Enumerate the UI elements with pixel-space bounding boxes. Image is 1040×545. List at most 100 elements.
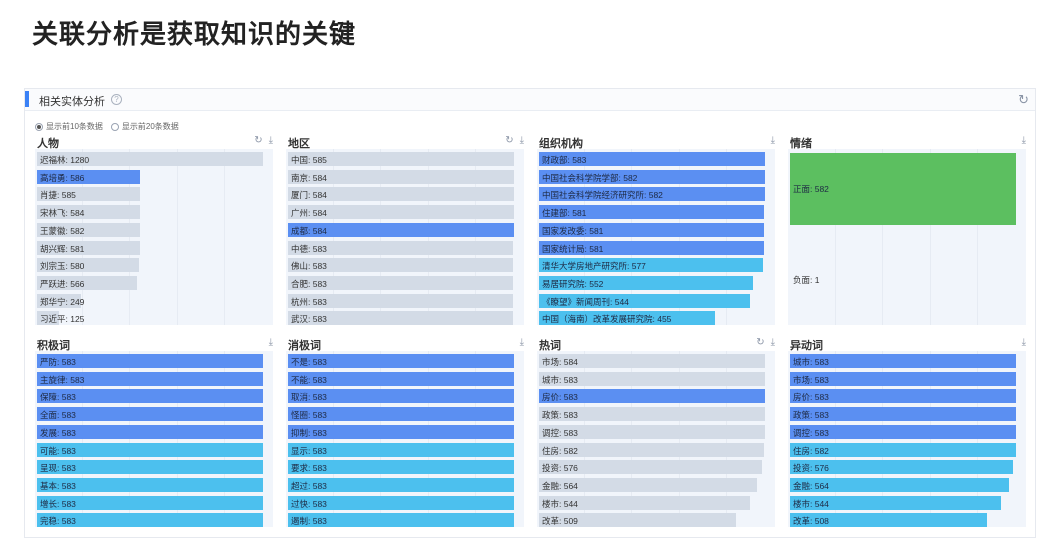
bar-row[interactable]: 中国社会科学院学部: 582 [539,169,765,184]
bar-row[interactable]: 王蒙徽: 582 [37,222,263,237]
bar-row[interactable]: 城市: 583 [790,354,1016,368]
bar-row[interactable]: 金融: 564 [790,477,1016,492]
bar-row[interactable]: 房价: 583 [539,389,765,404]
bar-row[interactable]: 严防: 583 [37,354,263,368]
bar-row[interactable]: 迟福林: 1280 [37,152,263,166]
bar-row[interactable]: 负面: 1 [790,273,1016,287]
download-icon[interactable]: ⤓ [770,337,775,348]
bar-row[interactable]: 不是: 583 [288,354,514,368]
bar-row[interactable]: 完稳: 583 [37,513,263,528]
bar-row[interactable]: 住房: 582 [790,442,1016,457]
bar-row[interactable]: 基本: 583 [37,477,263,492]
download-icon[interactable]: ⤓ [268,135,273,146]
bar-row[interactable]: 超过: 583 [288,477,514,492]
bar-row[interactable]: 过快: 583 [288,495,514,510]
bar-row[interactable]: 中国社会科学院经济研究所: 582 [539,187,765,202]
bar-row[interactable]: 习近平: 125 [37,311,263,326]
bar-row[interactable]: 市场: 584 [539,354,765,368]
bar-row[interactable]: 抑制: 583 [288,424,514,439]
bar-row[interactable]: 主旋律: 583 [37,371,263,386]
bar-row[interactable]: 投资: 576 [790,460,1016,475]
bar-row[interactable]: 改革: 508 [790,513,1016,528]
bar-row[interactable]: 清华大学房地产研究所: 577 [539,258,765,273]
bar-row[interactable]: 杭州: 583 [288,293,514,308]
bar-row[interactable]: 要求: 583 [288,460,514,475]
bar-row[interactable]: 财政部: 583 [539,152,765,166]
download-icon[interactable]: ⤓ [1021,337,1026,348]
bar-row[interactable]: 不能: 583 [288,371,514,386]
bar-row[interactable]: 合肥: 583 [288,275,514,290]
bar-row[interactable]: 城市: 583 [539,371,765,386]
gridline [428,149,429,325]
bar-row[interactable]: 金融: 564 [539,477,765,492]
bar-row[interactable]: 投资: 576 [539,460,765,475]
bar-row[interactable]: 显示: 583 [288,442,514,457]
bar-row[interactable]: 严跃进: 566 [37,275,263,290]
bar-row[interactable]: 取消: 583 [288,389,514,404]
bar-row[interactable]: 怪圈: 583 [288,407,514,422]
bar-fill [37,187,140,202]
download-icon[interactable]: ⤓ [770,135,775,146]
bar-fill [37,442,263,457]
download-icon[interactable]: ⤓ [519,135,524,146]
bar-row[interactable]: 国家发改委: 581 [539,222,765,237]
bar-row[interactable]: 全面: 583 [37,407,263,422]
bar-row[interactable]: 遏制: 583 [288,513,514,528]
bar-row[interactable]: 武汉: 583 [288,311,514,326]
bar-row[interactable]: 郑华宁: 249 [37,293,263,308]
question-icon[interactable]: ? [111,94,122,105]
bar-row[interactable]: 胡兴辉: 581 [37,240,263,255]
bar-row[interactable]: 房价: 583 [790,389,1016,404]
bar-row[interactable]: 政策: 583 [539,407,765,422]
bar-label: 中国社会科学院学部: 582 [542,172,638,183]
bar-row[interactable]: 可能: 583 [37,442,263,457]
bar-row[interactable]: 住建部: 581 [539,205,765,220]
bar-row[interactable]: 高培勇: 586 [37,169,263,184]
bar-row[interactable]: 中国: 585 [288,152,514,166]
radio-dot[interactable] [35,122,43,131]
bar-row[interactable]: 刘宗玉: 580 [37,258,263,273]
bar-row[interactable]: 正面: 582 [790,153,1016,225]
radio-top10[interactable]: 显示前10条数据 [35,121,103,132]
download-icon[interactable]: ⤓ [1021,135,1026,146]
bar-row[interactable]: 国家统计局: 581 [539,240,765,255]
download-icon[interactable]: ⤓ [268,337,273,348]
radio-dot[interactable] [110,122,119,131]
bar-row[interactable]: 南京: 584 [288,169,514,184]
bar-row[interactable]: 厦门: 584 [288,187,514,202]
bar-row[interactable]: 易居研究院: 552 [539,275,765,290]
bar-row[interactable]: 成都: 584 [288,222,514,237]
bar-row[interactable]: 肖捷: 585 [37,187,263,202]
radio-top20[interactable]: 显示前20条数据 [110,121,179,132]
bar-row[interactable]: 市场: 583 [790,371,1016,386]
bar-row[interactable]: 发展: 583 [37,424,263,439]
bar-fill [790,153,1016,225]
bar-row[interactable]: 住房: 582 [539,442,765,457]
refresh-icon[interactable]: ↻ [254,135,263,146]
bar-row[interactable]: 佛山: 583 [288,258,514,273]
refresh-icon[interactable]: ↻ [756,337,765,348]
refresh-icon[interactable]: ↻ [1018,92,1029,107]
bar-label: 政策: 583 [793,410,829,421]
refresh-icon[interactable]: ↻ [505,135,514,146]
bar-row[interactable]: 保障: 583 [37,389,263,404]
bar-row[interactable]: 呈现: 583 [37,460,263,475]
bar-row[interactable]: 改革: 509 [539,513,765,528]
bar-fill [539,187,765,202]
bar-fill [539,258,763,273]
card-toolbar: ⤓ [520,337,524,348]
bar-row[interactable]: 中国（海南）改革发展研究院: 455 [539,311,765,326]
gridline [475,351,476,527]
bar-row[interactable]: 调控: 583 [790,424,1016,439]
bar-row[interactable]: 《瞭望》新闻周刊: 544 [539,293,765,308]
download-icon[interactable]: ⤓ [519,337,524,348]
bar-row[interactable]: 政策: 583 [790,407,1016,422]
bar-row[interactable]: 调控: 583 [539,424,765,439]
bar-row[interactable]: 宋林飞: 584 [37,205,263,220]
entity-card: 人物 ↻ ⤓ 迟福林: 1280 高培勇: 586 肖捷: 585 宋林飞: 584 王蒙徽:… [35,135,273,326]
bar-row[interactable]: 楼市: 544 [539,495,765,510]
bar-row[interactable]: 增长: 583 [37,495,263,510]
bar-row[interactable]: 广州: 584 [288,205,514,220]
bar-row[interactable]: 楼市: 544 [790,495,1016,510]
bar-row[interactable]: 中德: 583 [288,240,514,255]
